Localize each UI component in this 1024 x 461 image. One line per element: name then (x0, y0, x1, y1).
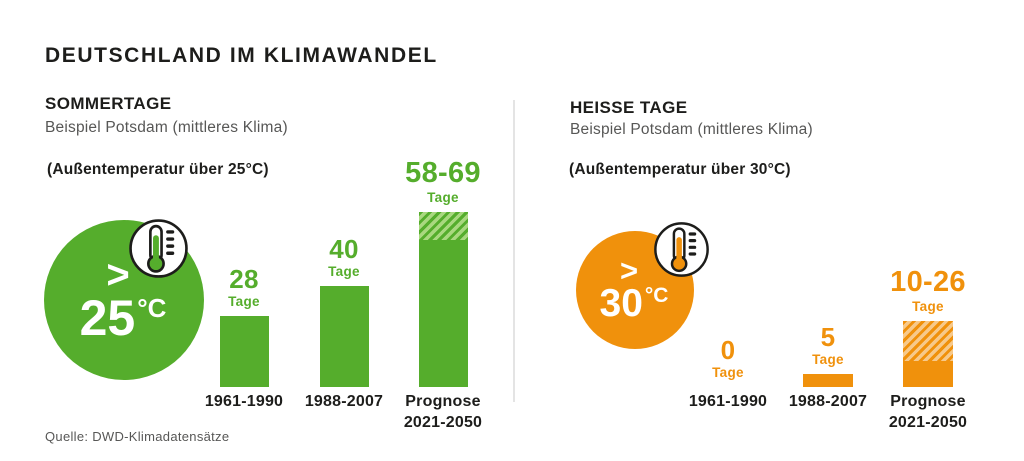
source-note: Quelle: DWD-Klimadatensätze (45, 429, 230, 444)
section-subheading: Beispiel Potsdam (mittleres Klima) (45, 119, 288, 136)
condition-label: (Außentemperatur über 30°C) (569, 161, 791, 178)
bar-unit-label: Tage (712, 364, 744, 380)
bar-unit-label: Tage (328, 263, 360, 279)
prognosis-range-hatch (903, 321, 953, 361)
section-heading-sommertage: SOMMERTAGE (45, 94, 172, 113)
bar (319, 286, 369, 387)
bar (903, 321, 953, 387)
section-subheading: Beispiel Potsdam (mittleres Klima) (570, 121, 813, 138)
x-axis-label: 1961-1990 (688, 393, 768, 410)
section-heading-heisse-tage: HEISSE TAGE (570, 98, 688, 117)
thermometer-icon (128, 218, 189, 279)
bar-value-label: 0 Tage (668, 337, 788, 380)
bar-value: 40 (329, 233, 359, 264)
bar (418, 212, 468, 387)
bar-value-label: 40 Tage (284, 236, 404, 279)
bar-unit-label: Tage (427, 189, 459, 205)
bar-value: 28 (229, 263, 259, 294)
x-axis-label: Prognose 2021-2050 (403, 393, 483, 431)
x-axis-label: Prognose 2021-2050 (888, 393, 968, 431)
bar-unit-label: Tage (228, 293, 260, 309)
bar (803, 374, 853, 387)
greater-than-sign: > (106, 253, 130, 297)
bar-value-label: 10-26 Tage (868, 265, 988, 314)
greater-than-sign: > (619, 252, 639, 288)
bar-value: 58-69 (405, 156, 481, 189)
badge-temperature: 30°C (599, 282, 669, 326)
condition-label: (Außentemperatur über 25°C) (47, 161, 269, 178)
bar-value: 5 (820, 321, 836, 352)
temperature-badge-25c: > 25°C (44, 220, 204, 380)
bar-value: 0 (720, 334, 736, 365)
bar (219, 316, 269, 387)
x-axis-label: 1988-2007 (304, 393, 384, 410)
bar-value-label: 5 Tage (768, 324, 888, 367)
bar-value-label: 58-69 Tage (383, 156, 503, 205)
bar-value-label: 28 Tage (184, 266, 304, 309)
panel-divider (513, 100, 515, 402)
thermometer-icon (653, 221, 710, 278)
prognosis-range-hatch (418, 212, 468, 240)
bar-value: 10-26 (890, 265, 966, 298)
bar-unit-label: Tage (912, 298, 944, 314)
badge-temperature: 25°C (79, 290, 167, 346)
x-axis-label: 1961-1990 (204, 393, 284, 410)
bar-unit-label: Tage (812, 351, 844, 367)
page-title: DEUTSCHLAND IM KLIMAWANDEL (45, 44, 438, 67)
x-axis-label: 1988-2007 (788, 393, 868, 410)
